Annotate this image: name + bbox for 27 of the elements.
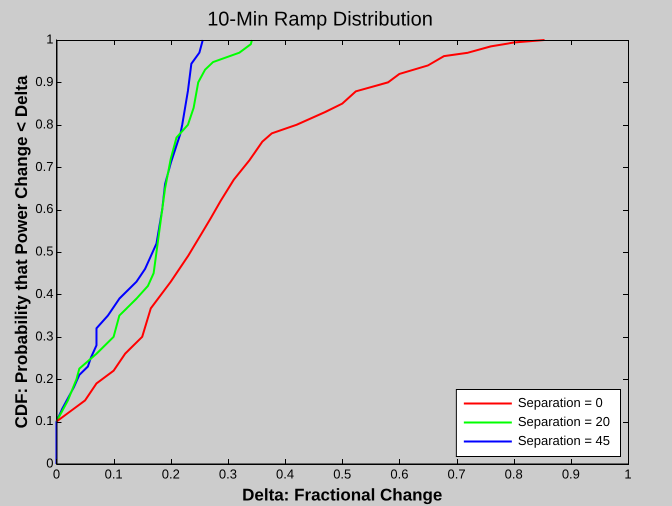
y-tick-label: 0.1 [35, 413, 54, 428]
x-tick-label: 0.1 [104, 466, 123, 482]
legend-label: Separation = 0 [518, 395, 603, 410]
y-tick-label: 0.7 [35, 158, 54, 174]
legend-label: Separation = 20 [518, 414, 610, 430]
x-tick-label: 0.5 [333, 466, 352, 482]
y-tick-label: 1 [46, 32, 54, 47]
x-tick-label: 0.4 [276, 466, 294, 482]
y-tick-label: 0.2 [35, 370, 54, 386]
x-tick-label: 0.9 [562, 466, 580, 482]
x-tick-label: 0.3 [218, 466, 237, 482]
y-tick-label: 0.5 [35, 244, 54, 259]
x-tick-label: 0.2 [162, 466, 180, 482]
legend-label: Separation = 45 [518, 433, 610, 448]
x-tick-label: 1 [624, 466, 632, 482]
x-tick-label: 0.8 [504, 466, 523, 482]
y-tick-label: 0.9 [35, 74, 54, 89]
y-tick-label: 0.3 [35, 328, 54, 344]
y-axis-title: CDF: Probability that Power Change < Delta [12, 75, 31, 428]
y-tick-label: 0.8 [35, 116, 54, 132]
chart-title: 10-Min Ramp Distribution [207, 8, 433, 31]
y-tick-label: 0.6 [35, 201, 54, 216]
x-axis-title: Delta: Fractional Change [242, 485, 442, 504]
y-tick-label: 0.4 [35, 286, 54, 301]
x-tick-label: 0.7 [448, 466, 466, 482]
x-tick-label: 0.6 [390, 466, 408, 482]
y-tick-label: 0 [46, 456, 54, 471]
